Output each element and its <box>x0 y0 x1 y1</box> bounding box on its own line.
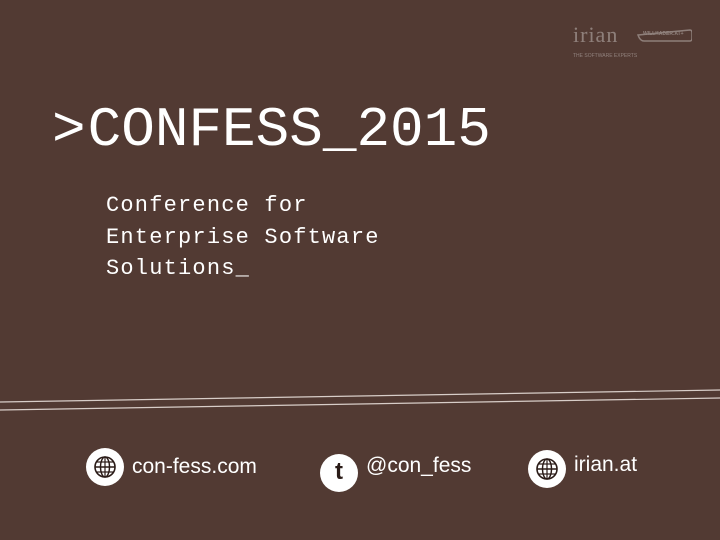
link-label: @con_fess <box>366 454 472 477</box>
logo-badge-shape <box>636 29 692 42</box>
title-text: CONFESS_2015 <box>87 98 491 162</box>
subtitle: Conference for Enterprise Software Solut… <box>106 190 380 285</box>
subtitle-line: Solutions_ <box>106 256 251 281</box>
title-prompt: > <box>52 98 86 162</box>
subtitle-line: Enterprise Software <box>106 224 380 250</box>
globe-icon <box>528 450 566 488</box>
link-con-fess[interactable]: con-fess.com <box>86 448 257 486</box>
link-label: irian.at <box>574 453 638 476</box>
logo-wordmark: irian <box>573 22 619 47</box>
irian-logo: irian WILLKADER.AT+ THE SOFTWARE EXPERTS <box>573 22 698 62</box>
globe-icon <box>86 448 124 486</box>
twitter-icon: t <box>320 454 358 492</box>
page-title: >CONFESS_2015 <box>52 98 491 162</box>
logo-tagline: THE SOFTWARE EXPERTS <box>573 53 638 59</box>
subtitle-line: Conference for <box>106 193 308 218</box>
decorative-lines <box>0 389 720 411</box>
link-label: con-fess.com <box>132 455 257 478</box>
logo-badge-text: WILLKADER.AT+ <box>643 31 684 37</box>
link-twitter[interactable]: t @con_fess <box>320 448 471 492</box>
link-irian[interactable]: irian.at <box>528 446 637 488</box>
